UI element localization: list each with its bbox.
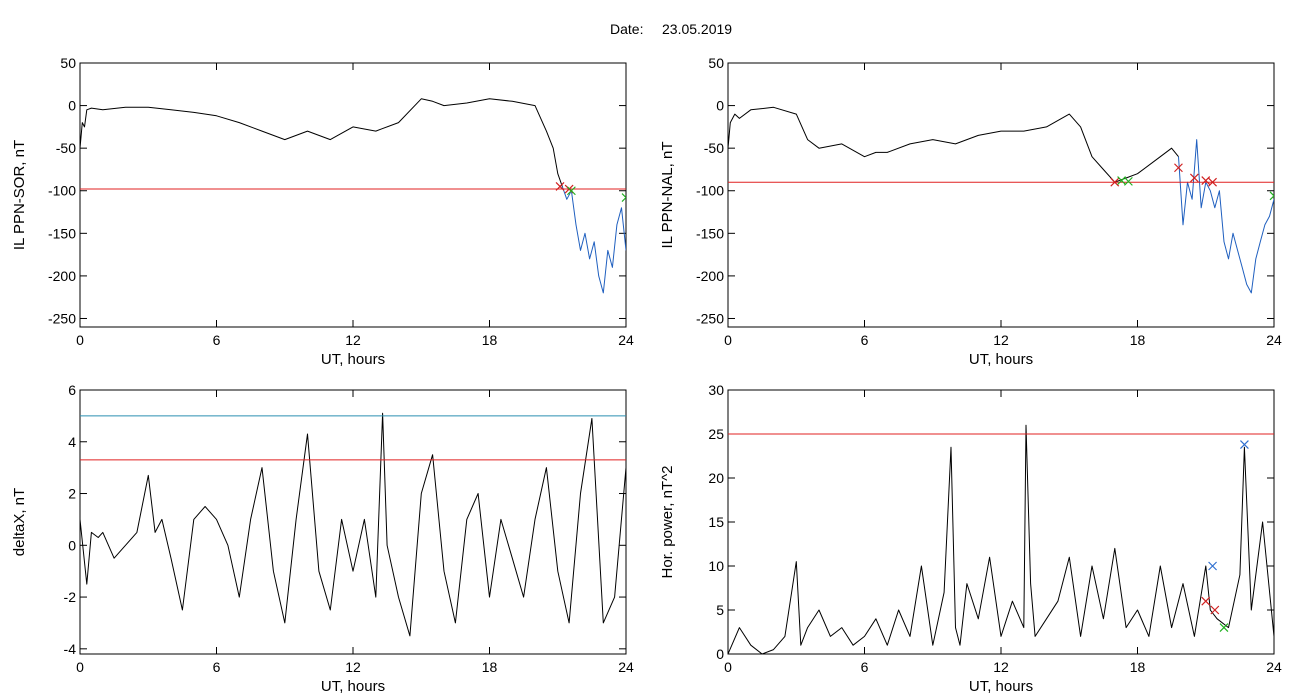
series-line-main (80, 412, 626, 637)
x-tick-label: 18 (1130, 659, 1146, 675)
x-tick-label: 12 (993, 332, 1009, 348)
plot-frame (727, 389, 1275, 655)
panel-bottom-right: 30 25 20 15 10 5 00 6 12 18 24 UT, hours Hor. power,… (659, 382, 1282, 695)
event-marker (566, 186, 576, 196)
event-marker (1219, 623, 1229, 633)
y-tick-label: 0 (716, 646, 724, 662)
event-marker (1208, 561, 1217, 571)
y-tick-label: 25 (708, 426, 724, 442)
event-marker (1201, 176, 1211, 185)
event-marker (1210, 605, 1220, 615)
plot-area (728, 424, 1274, 654)
y-tick-label: -200 (696, 268, 724, 284)
x-axis-label: UT, hours (969, 351, 1033, 368)
plot-area (80, 412, 626, 637)
plot-area (80, 98, 626, 294)
y-tick-label: -100 (48, 183, 76, 199)
y-tick-label: 15 (708, 514, 724, 530)
event-marker (1189, 173, 1199, 183)
event-marker (1240, 440, 1249, 449)
y-tick-label: -2 (64, 589, 77, 605)
x-tick-label: 24 (1266, 659, 1282, 675)
y-tick-label: 0 (68, 537, 76, 553)
y-axis-label: IL PPN-SOR, nT (11, 140, 28, 250)
event-marker (1269, 191, 1274, 201)
y-axis-label: deltaX, nT (11, 488, 28, 556)
series-line-highlight (1178, 139, 1274, 294)
event-marker (1208, 177, 1217, 187)
y-tick-label: 0 (716, 98, 724, 114)
event-marker (1174, 163, 1183, 173)
x-axis-label: UT, hours (321, 351, 385, 368)
x-tick-label: 6 (861, 332, 869, 348)
y-tick-label: 2 (68, 486, 76, 502)
y-tick-label: 10 (708, 558, 724, 574)
y-tick-label: -150 (696, 225, 724, 241)
y-tick-label: 6 (68, 382, 76, 398)
x-axis-label: UT, hours (321, 678, 385, 695)
y-tick-label: -4 (64, 641, 77, 657)
plot-frame (79, 62, 627, 328)
x-tick-label: 6 (861, 659, 869, 675)
x-tick-label: 0 (76, 332, 84, 348)
y-tick-label: -250 (696, 310, 724, 326)
y-tick-label: 0 (68, 98, 76, 114)
y-axis-label: Hor. power, nT^2 (659, 466, 676, 579)
y-tick-label: 4 (68, 434, 76, 450)
y-tick-label: 20 (708, 470, 724, 486)
x-tick-label: 24 (618, 659, 634, 675)
y-tick-label: 50 (708, 55, 724, 71)
x-tick-label: 0 (724, 332, 732, 348)
y-tick-label: 5 (716, 602, 724, 618)
event-marker (621, 193, 626, 202)
y-tick-label: -50 (704, 140, 724, 156)
x-tick-label: 24 (1266, 332, 1282, 348)
figure-title-prefix: Date: (610, 21, 643, 37)
series-line-highlight (561, 186, 626, 294)
y-tick-label: -200 (48, 268, 76, 284)
series-line-main (728, 424, 1274, 654)
y-axis-label: IL PPN-NAL, nT (659, 142, 676, 249)
plot-frame (79, 389, 627, 655)
y-tick-label: 30 (708, 382, 724, 398)
y-tick-label: 50 (60, 55, 76, 71)
event-marker (1110, 177, 1120, 187)
y-tick-label: -150 (48, 225, 76, 241)
plot-area (728, 106, 1274, 294)
x-tick-label: 18 (1130, 332, 1146, 348)
figure-title-date: 23.05.2019 (662, 21, 732, 37)
series-line-main (728, 106, 1179, 183)
series-line-main (80, 98, 563, 187)
x-tick-label: 6 (213, 659, 221, 675)
x-tick-label: 18 (482, 332, 498, 348)
x-tick-label: 0 (724, 659, 732, 675)
y-tick-label: -50 (56, 140, 76, 156)
x-tick-label: 18 (482, 659, 498, 675)
x-tick-label: 0 (76, 659, 84, 675)
x-tick-label: 24 (618, 332, 634, 348)
x-axis-label: UT, hours (969, 678, 1033, 695)
event-marker (1123, 176, 1133, 186)
x-tick-label: 12 (345, 659, 361, 675)
x-tick-label: 6 (213, 332, 221, 348)
x-tick-label: 12 (345, 332, 361, 348)
panel-bottom-left: 6 4 2 0 -2 -4 0 6 12 18 24 UT, hours deltaX, nT (11, 382, 634, 695)
y-tick-label: -100 (696, 183, 724, 199)
x-tick-label: 12 (993, 659, 1009, 675)
y-tick-label: -250 (48, 310, 76, 326)
event-marker (555, 182, 565, 191)
event-marker (1201, 596, 1211, 606)
